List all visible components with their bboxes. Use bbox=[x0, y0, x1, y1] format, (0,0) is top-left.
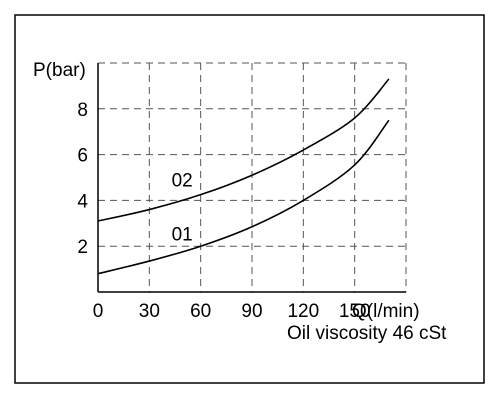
grid-layer bbox=[98, 62, 407, 292]
y-axis-label: P(bar) bbox=[33, 60, 86, 81]
series-line-01 bbox=[97, 119, 390, 275]
x-tick-label: 60 bbox=[190, 301, 211, 322]
y-tick-label: 2 bbox=[77, 237, 88, 258]
y-tick-label: 8 bbox=[77, 100, 88, 121]
series-label-01: 01 bbox=[172, 224, 193, 245]
axes-layer bbox=[97, 63, 406, 293]
x-axis-label: Q(l/min) bbox=[352, 301, 420, 322]
series-label-02: 02 bbox=[172, 171, 193, 192]
y-tick-label: 4 bbox=[77, 191, 88, 212]
viscosity-annotation: Oil viscosity 46 cSt bbox=[287, 323, 447, 344]
series-layer bbox=[97, 78, 390, 275]
y-tick-label: 6 bbox=[77, 146, 88, 167]
outer-frame bbox=[14, 14, 485, 384]
x-tick-label: 120 bbox=[287, 301, 319, 322]
labels-layer: P(bar) Q(l/min) Oil viscosity 46 cSt 0 30… bbox=[33, 60, 447, 344]
x-tick-label: 150 bbox=[339, 301, 371, 322]
x-tick-label: 30 bbox=[139, 301, 160, 322]
x-tick-label: 0 bbox=[93, 301, 104, 322]
series-line-02 bbox=[97, 78, 390, 222]
x-tick-label: 90 bbox=[241, 301, 262, 322]
